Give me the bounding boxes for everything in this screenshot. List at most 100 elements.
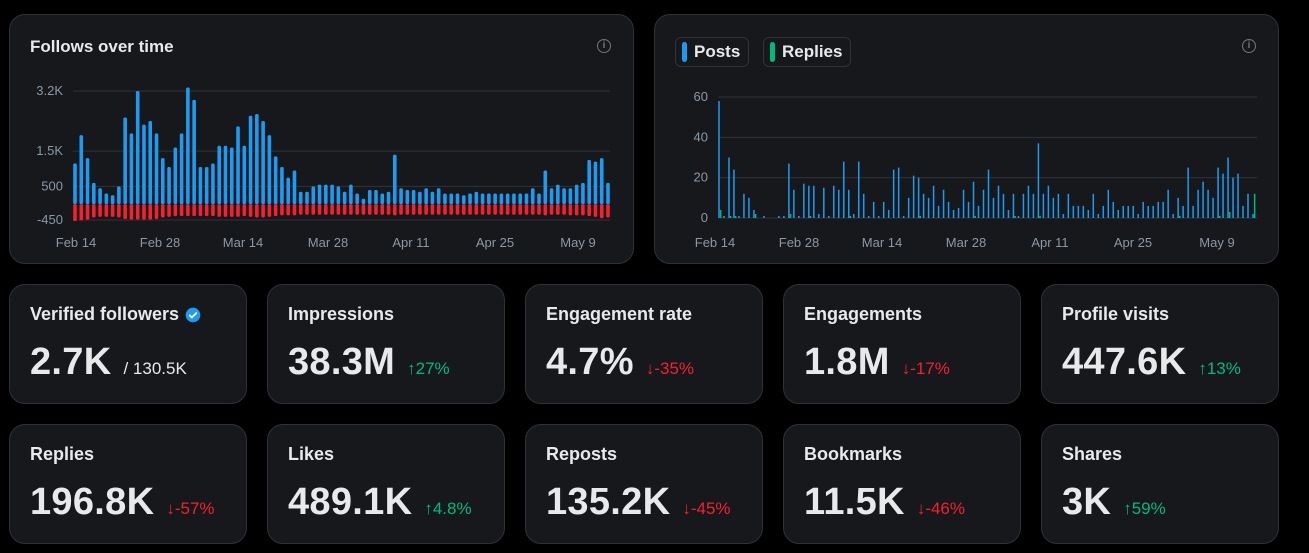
replies-bar[interactable] — [1039, 215, 1041, 218]
posts-bar[interactable] — [1212, 197, 1214, 218]
posts-bar[interactable] — [1217, 167, 1219, 218]
posts-bar[interactable] — [962, 189, 965, 218]
posts-bar[interactable] — [972, 181, 975, 218]
follows-bar[interactable] — [524, 193, 529, 205]
posts-bar[interactable] — [877, 215, 880, 218]
follows-bar[interactable] — [273, 156, 278, 205]
unfollows-bar[interactable] — [399, 204, 403, 215]
posts-bar[interactable] — [823, 187, 825, 218]
follows-bar[interactable] — [593, 161, 598, 205]
unfollows-bar[interactable] — [336, 204, 341, 215]
unfollows-bar[interactable] — [537, 204, 541, 215]
posts-bar[interactable] — [1192, 205, 1194, 218]
follows-bar[interactable] — [317, 184, 322, 205]
unfollows-bar[interactable] — [211, 204, 215, 217]
unfollows-bar[interactable] — [73, 204, 77, 222]
unfollows-bar[interactable] — [574, 204, 579, 216]
posts-bar[interactable] — [778, 215, 780, 218]
posts-bar[interactable] — [783, 215, 785, 218]
unfollows-bar[interactable] — [110, 204, 115, 217]
follows-bar[interactable] — [361, 198, 366, 205]
legend-posts[interactable]: Posts — [675, 37, 750, 67]
unfollows-bar[interactable] — [386, 204, 391, 215]
posts-bar[interactable] — [743, 193, 745, 218]
posts-bar[interactable] — [1012, 193, 1015, 218]
posts-bar[interactable] — [1202, 181, 1204, 218]
unfollows-bar[interactable] — [581, 204, 585, 216]
posts-bar[interactable] — [793, 189, 795, 218]
posts-bar[interactable] — [838, 189, 840, 218]
follows-bar[interactable] — [85, 158, 90, 205]
unfollows-bar[interactable] — [549, 204, 554, 215]
replies-bar[interactable] — [789, 213, 792, 218]
unfollows-bar[interactable] — [512, 204, 516, 215]
unfollows-bar[interactable] — [587, 204, 591, 217]
posts-bar[interactable] — [1052, 197, 1055, 218]
posts-bar[interactable] — [748, 197, 750, 218]
unfollows-bar[interactable] — [79, 204, 84, 221]
follows-bar[interactable] — [261, 121, 265, 205]
follows-bar[interactable] — [399, 188, 403, 205]
posts-bar[interactable] — [1227, 157, 1229, 219]
follows-bar[interactable] — [330, 184, 334, 205]
posts-bar[interactable] — [788, 163, 790, 218]
posts-bar[interactable] — [967, 201, 970, 218]
replies-bar[interactable] — [849, 215, 852, 218]
posts-bar[interactable] — [718, 101, 720, 218]
unfollows-bar[interactable] — [430, 204, 435, 215]
follows-bar[interactable] — [468, 193, 472, 205]
follows-bar[interactable] — [198, 166, 203, 205]
posts-bar[interactable] — [733, 169, 735, 218]
unfollows-bar[interactable] — [499, 204, 504, 215]
posts-bar[interactable] — [808, 185, 810, 218]
posts-bar[interactable] — [848, 189, 850, 218]
unfollows-bar[interactable] — [92, 204, 96, 218]
unfollows-bar[interactable] — [468, 204, 472, 215]
unfollows-bar[interactable] — [606, 204, 610, 218]
unfollows-bar[interactable] — [261, 204, 265, 218]
posts-bar[interactable] — [1092, 193, 1095, 218]
unfollows-bar[interactable] — [518, 204, 523, 215]
posts-bar[interactable] — [1222, 173, 1224, 218]
follows-bar[interactable] — [324, 184, 328, 205]
follows-bar[interactable] — [562, 188, 566, 205]
follows-bar[interactable] — [430, 191, 435, 205]
unfollows-bar[interactable] — [123, 204, 127, 219]
posts-bar[interactable] — [1207, 189, 1209, 218]
posts-bar[interactable] — [1037, 143, 1040, 218]
follows-bar[interactable] — [217, 145, 222, 205]
replies-bar[interactable] — [1014, 215, 1016, 218]
posts-bar[interactable] — [798, 215, 800, 218]
unfollows-bar[interactable] — [142, 204, 146, 220]
posts-bar[interactable] — [1047, 185, 1050, 218]
posts-bar[interactable] — [852, 213, 855, 218]
follows-bar[interactable] — [443, 193, 447, 205]
follows-bar[interactable] — [123, 117, 127, 205]
follows-bar[interactable] — [436, 188, 441, 205]
follows-bar[interactable] — [355, 193, 359, 205]
follows-bar[interactable] — [568, 188, 573, 205]
unfollows-bar[interactable] — [493, 204, 497, 215]
posts-bar[interactable] — [917, 177, 920, 218]
follows-bar[interactable] — [499, 193, 504, 205]
unfollows-bar[interactable] — [361, 204, 366, 215]
unfollows-bar[interactable] — [104, 204, 109, 217]
follows-bar[interactable] — [148, 121, 153, 205]
unfollows-bar[interactable] — [98, 204, 102, 217]
posts-bar[interactable] — [1232, 177, 1234, 218]
unfollows-bar[interactable] — [556, 204, 560, 215]
unfollows-bar[interactable] — [562, 204, 566, 215]
follows-bar[interactable] — [455, 193, 460, 205]
unfollows-bar[interactable] — [480, 204, 485, 215]
follows-bar[interactable] — [267, 135, 272, 205]
follows-bar[interactable] — [229, 147, 234, 205]
posts-bar[interactable] — [1132, 205, 1134, 218]
unfollows-bar[interactable] — [393, 204, 397, 216]
posts-bar[interactable] — [897, 167, 900, 218]
unfollows-bar[interactable] — [487, 204, 491, 215]
posts-bar[interactable] — [1142, 201, 1144, 218]
follows-bar[interactable] — [79, 135, 84, 205]
posts-bar[interactable] — [882, 201, 885, 218]
follows-bar[interactable] — [537, 193, 541, 205]
metric-card[interactable]: Reposts 135.2K ↓-45% — [525, 424, 763, 544]
